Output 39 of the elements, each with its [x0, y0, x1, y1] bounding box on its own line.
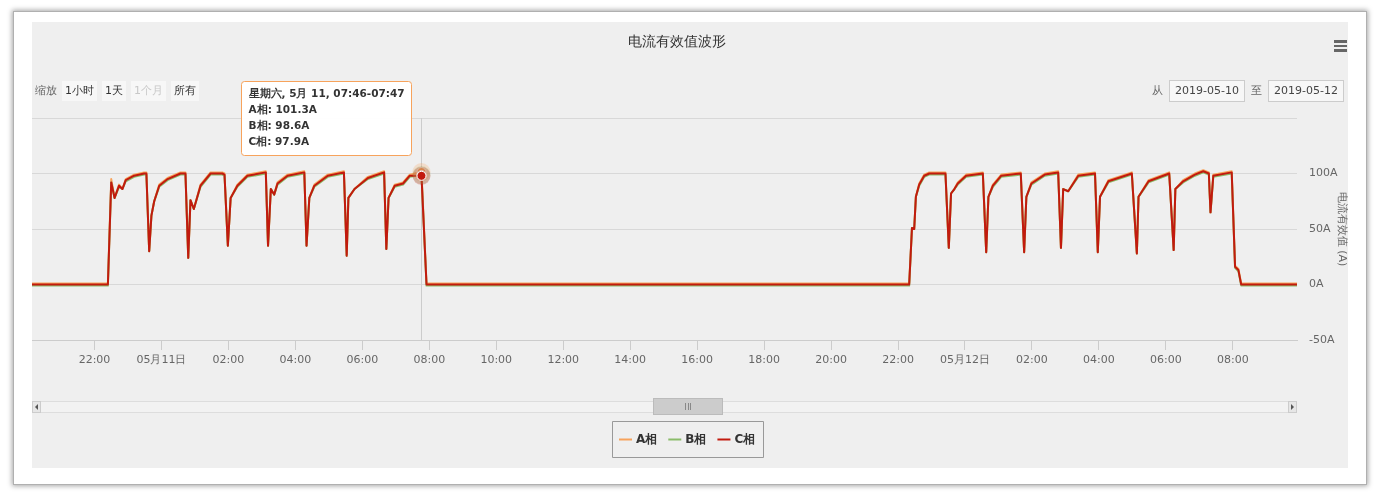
text: A相: 101.3A	[248, 103, 318, 116]
y-tick-label: -50A	[1309, 332, 1335, 346]
x-tick-label: 02:00	[1016, 353, 1048, 367]
legend-label: C相	[734, 431, 756, 446]
y-axis-title: 电流有效值 (A)	[1335, 191, 1349, 267]
range-button: 1天	[102, 81, 126, 101]
x-tick-label: 10:00	[480, 353, 513, 367]
date-field: 2019-05-12	[1268, 80, 1344, 102]
x-tick-label: 04:00	[1083, 353, 1115, 367]
date-field: 2019-05-10	[1169, 80, 1245, 102]
y-tick-label: 100A	[1309, 166, 1338, 180]
x-tick-label: 08:00	[413, 353, 446, 367]
text: 星期六, 5月 11, 07:46-07:47	[247, 87, 405, 100]
x-tick-label: 04:00	[279, 353, 312, 367]
legend-label: B相	[685, 431, 707, 446]
range-button: 所有	[171, 81, 199, 101]
x-tick-label: 16:00	[681, 353, 713, 367]
range-button: 1小时	[62, 81, 97, 101]
annotation: B相: 98.6A	[248, 119, 311, 132]
y-tick-label: 50A	[1309, 221, 1331, 235]
chart-title: 电流有效值波形	[628, 32, 726, 49]
text: 至	[1251, 83, 1262, 99]
x-tick-label: 12:00	[547, 353, 580, 367]
x-tick-label: 05月11日	[136, 353, 187, 367]
x-tick-label: 08:00	[1216, 353, 1249, 367]
text: 从	[1152, 83, 1163, 99]
x-tick-label: 14:00	[614, 353, 647, 367]
x-tick-label: 06:00	[346, 353, 379, 367]
x-tick-label: 02:00	[212, 353, 245, 367]
x-tick-label: 18:00	[748, 353, 780, 367]
x-tick-label: 05月12日	[939, 353, 990, 367]
y-tick-label: 0A	[1309, 277, 1324, 291]
x-tick-label: 06:00	[1150, 353, 1182, 367]
x-tick-label: 22:00	[882, 353, 914, 367]
text: 缩放	[35, 83, 57, 99]
x-tick-label: 22:00	[78, 353, 111, 367]
x-tick-label: 20:00	[815, 353, 847, 367]
legend-label: A相	[636, 431, 658, 446]
annotation: C相: 97.9A	[248, 135, 310, 148]
